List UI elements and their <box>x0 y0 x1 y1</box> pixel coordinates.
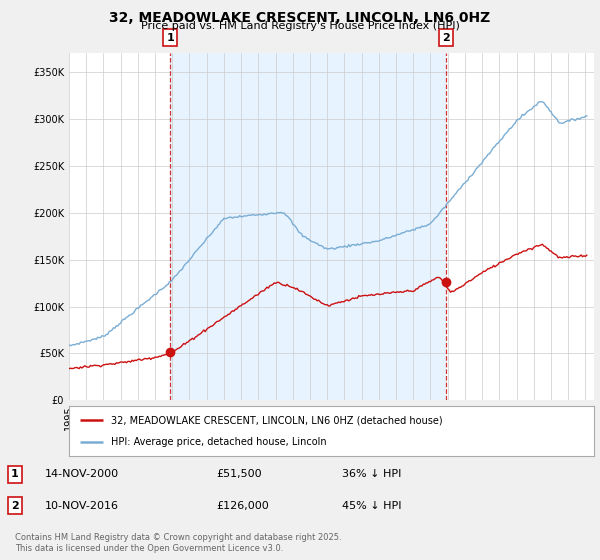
Text: Price paid vs. HM Land Registry's House Price Index (HPI): Price paid vs. HM Land Registry's House … <box>140 21 460 31</box>
Text: HPI: Average price, detached house, Lincoln: HPI: Average price, detached house, Linc… <box>111 437 326 447</box>
Text: 2: 2 <box>11 501 19 511</box>
Text: Contains HM Land Registry data © Crown copyright and database right 2025.
This d: Contains HM Land Registry data © Crown c… <box>15 533 341 553</box>
Text: 32, MEADOWLAKE CRESCENT, LINCOLN, LN6 0HZ (detached house): 32, MEADOWLAKE CRESCENT, LINCOLN, LN6 0H… <box>111 415 443 425</box>
Text: 1: 1 <box>11 469 19 479</box>
Text: 14-NOV-2000: 14-NOV-2000 <box>45 469 119 479</box>
Bar <box>170 53 446 400</box>
Text: £126,000: £126,000 <box>216 501 269 511</box>
Text: 45% ↓ HPI: 45% ↓ HPI <box>342 501 401 511</box>
Text: £51,500: £51,500 <box>216 469 262 479</box>
Text: 10-NOV-2016: 10-NOV-2016 <box>45 501 119 511</box>
Text: 32, MEADOWLAKE CRESCENT, LINCOLN, LN6 0HZ: 32, MEADOWLAKE CRESCENT, LINCOLN, LN6 0H… <box>109 11 491 25</box>
Text: 36% ↓ HPI: 36% ↓ HPI <box>342 469 401 479</box>
Text: 1: 1 <box>166 32 174 43</box>
Text: 2: 2 <box>442 32 449 43</box>
